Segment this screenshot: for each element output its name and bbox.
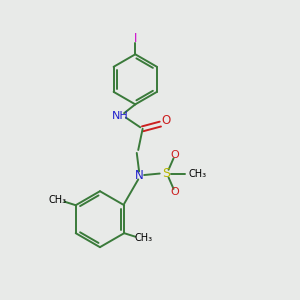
Text: CH₃: CH₃ (48, 195, 67, 205)
Text: I: I (134, 32, 137, 46)
Text: CH₃: CH₃ (134, 233, 152, 244)
Text: CH₃: CH₃ (188, 169, 206, 178)
Text: N: N (135, 169, 144, 182)
Text: O: O (171, 150, 179, 160)
Text: NH: NH (112, 111, 129, 121)
Text: O: O (162, 114, 171, 127)
Text: S: S (162, 167, 170, 180)
Text: O: O (171, 187, 179, 197)
